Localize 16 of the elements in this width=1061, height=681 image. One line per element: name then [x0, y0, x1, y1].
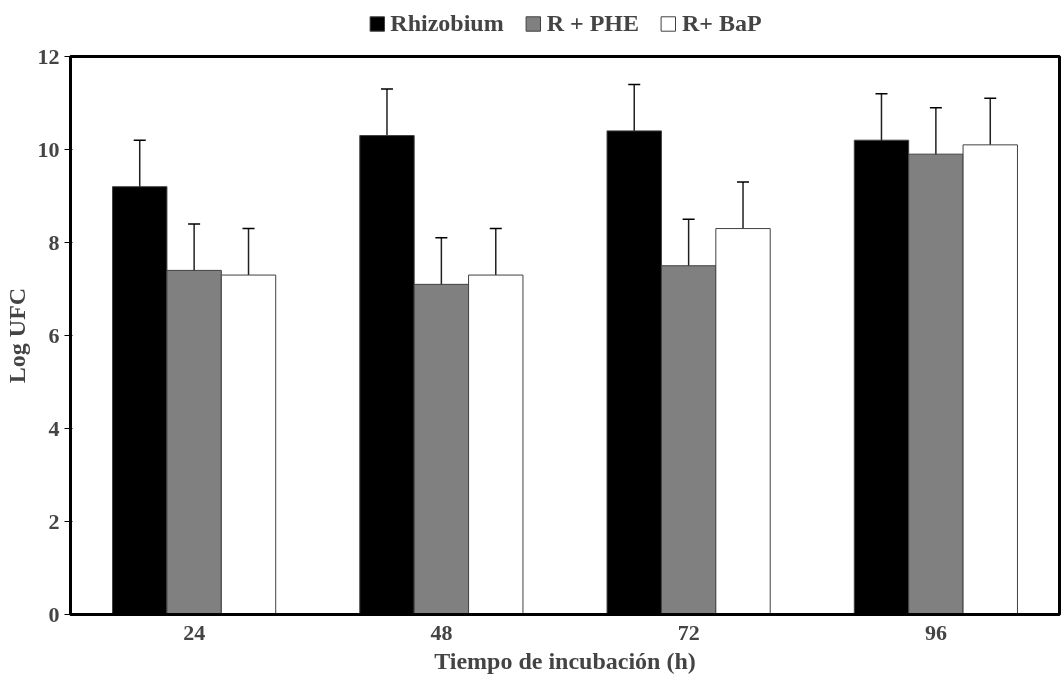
- y-tick-label: 2: [48, 508, 60, 534]
- y-axis-title: Log UFC: [3, 287, 30, 384]
- x-tick-label: 24: [183, 619, 206, 645]
- x-tick-label: 72: [677, 619, 700, 645]
- y-tick-label: 4: [48, 415, 60, 441]
- x-axis-title: Tiempo de incubación (h): [434, 647, 696, 674]
- x-tick-label: 96: [924, 619, 947, 645]
- y-tick-label: 12: [37, 43, 60, 69]
- legend-label: R+ BaP: [682, 9, 762, 37]
- y-tick-label: 0: [48, 601, 60, 627]
- y-tick-label: 10: [37, 136, 60, 162]
- x-tick-label: 48: [430, 619, 453, 645]
- y-tick-label: 6: [48, 322, 60, 348]
- legend-label: R + PHE: [546, 9, 640, 37]
- legend-label: Rhizobium: [390, 9, 504, 37]
- y-tick-label: 8: [48, 229, 60, 255]
